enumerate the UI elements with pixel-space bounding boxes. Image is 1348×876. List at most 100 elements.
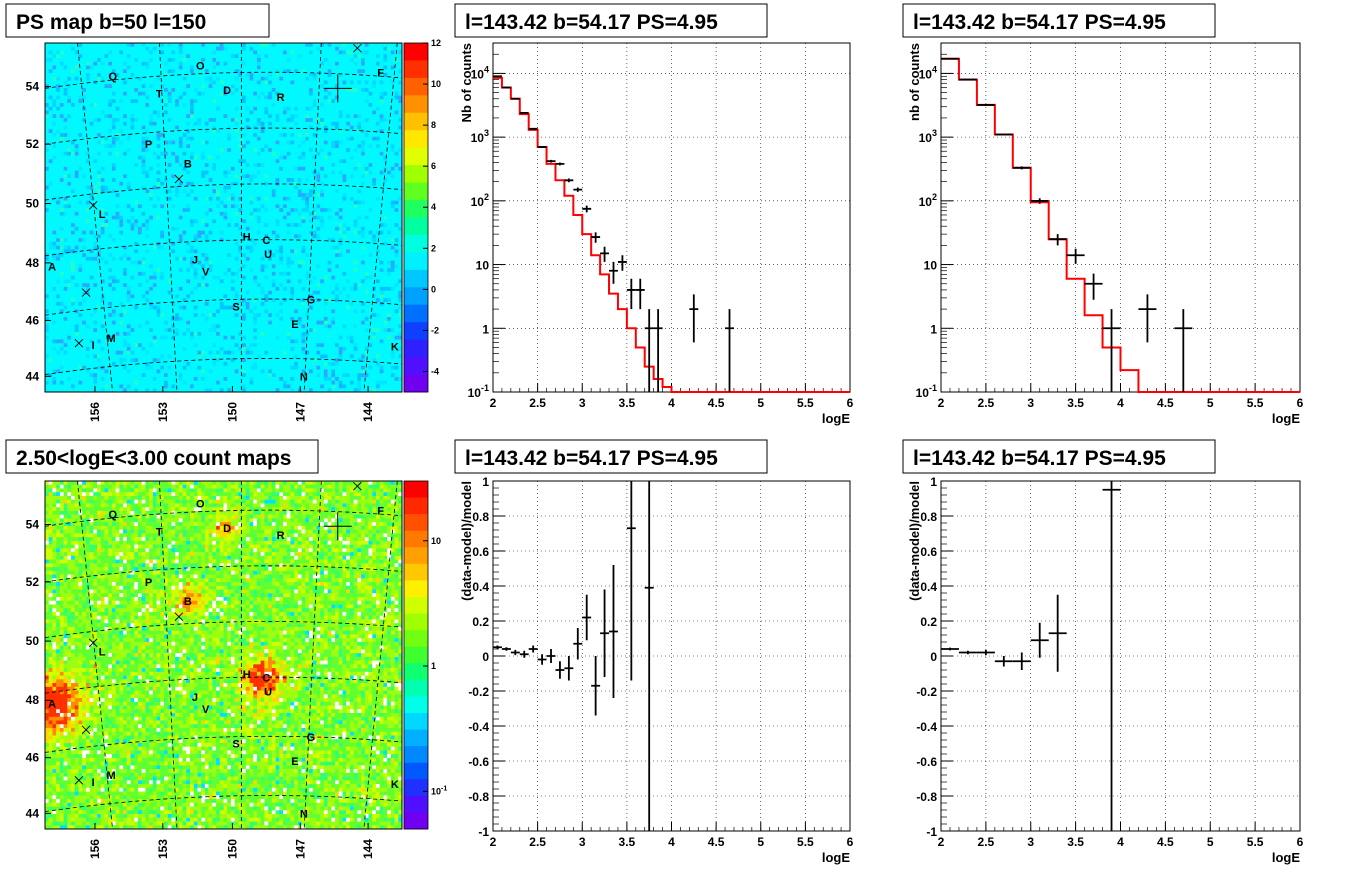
heatmap-cell	[74, 91, 79, 96]
heatmap-cell	[178, 61, 183, 66]
heatmap-cell	[227, 114, 232, 119]
heatmap-cell	[201, 230, 206, 235]
heatmap-cell	[71, 256, 76, 261]
heatmap-cell	[212, 343, 217, 348]
heatmap-cell	[171, 350, 176, 355]
heatmap-cell	[167, 181, 172, 186]
heatmap-cell	[167, 241, 172, 246]
heatmap-cell	[238, 114, 243, 119]
heatmap-cell	[167, 155, 172, 160]
heatmap-cell	[156, 129, 161, 134]
heatmap-cell	[208, 361, 213, 367]
heatmap-cell	[111, 133, 116, 138]
heatmap-cell	[204, 339, 209, 344]
heatmap-cell	[71, 286, 76, 291]
heatmap-cell	[74, 253, 79, 258]
heatmap-cell	[104, 223, 109, 228]
heatmap-cell	[164, 376, 169, 382]
heatmap-cell	[238, 264, 243, 269]
heatmap-cell	[230, 185, 235, 190]
heatmap-cell	[212, 88, 217, 93]
heatmap-cell	[219, 249, 224, 254]
heatmap-cell	[230, 343, 235, 348]
heatmap-cell	[89, 174, 94, 179]
heatmap-cell	[63, 88, 68, 93]
heatmap-cell	[182, 279, 187, 284]
heatmap-cell	[93, 110, 98, 115]
heatmap-cell	[160, 298, 165, 303]
heatmap-cell	[100, 241, 105, 246]
heatmap-cell	[178, 163, 183, 168]
heatmap-cell	[201, 69, 206, 74]
heatmap-cell	[141, 346, 146, 352]
heatmap-cell	[216, 223, 221, 228]
heatmap-cell	[111, 114, 116, 119]
heatmap-cell	[104, 245, 109, 250]
heatmap-cell	[145, 193, 150, 198]
heatmap-cell	[141, 174, 146, 179]
heatmap-cell	[134, 193, 139, 198]
heatmap-cell	[115, 95, 120, 100]
heatmap-cell	[56, 373, 61, 378]
heatmap-cell	[167, 103, 172, 108]
heatmap-cell	[219, 46, 224, 51]
heatmap-cell	[167, 335, 172, 340]
heatmap-cell	[134, 223, 139, 228]
heatmap-cell	[59, 204, 64, 209]
heatmap-cell	[149, 256, 154, 261]
heatmap-cell	[48, 241, 53, 246]
heatmap-cell	[201, 260, 206, 265]
heatmap-cell	[193, 320, 198, 325]
heatmap-cell	[149, 91, 154, 96]
heatmap-cell	[82, 121, 87, 126]
heatmap-cell	[115, 91, 120, 96]
heatmap-cell	[160, 294, 165, 299]
heatmap-cell	[85, 260, 90, 265]
heatmap-cell	[78, 384, 83, 389]
heatmap-cell	[93, 369, 98, 374]
heatmap-cell	[52, 189, 57, 194]
heatmap-cell	[145, 373, 150, 378]
heatmap-cell	[119, 309, 124, 314]
heatmap-cell	[160, 110, 165, 115]
heatmap-cell	[242, 223, 247, 228]
heatmap-cell	[85, 69, 90, 74]
heatmap-cell	[230, 95, 235, 100]
heatmap-cell	[74, 129, 79, 134]
heatmap-cell	[45, 80, 50, 85]
heatmap-cell	[63, 80, 68, 85]
heatmap-cell	[74, 170, 79, 175]
heatmap-cell	[212, 361, 217, 367]
heatmap-cell	[186, 211, 191, 216]
heatmap-cell	[152, 241, 157, 246]
heatmap-cell	[230, 189, 235, 194]
heatmap-cell	[130, 174, 135, 179]
heatmap-cell	[227, 324, 232, 329]
heatmap-cell	[82, 65, 87, 70]
heatmap-cell	[216, 309, 221, 314]
heatmap-cell	[152, 148, 157, 153]
heatmap-cell	[234, 155, 239, 160]
heatmap-cell	[89, 268, 94, 273]
heatmap-cell	[141, 140, 146, 145]
heatmap-cell	[227, 174, 232, 179]
heatmap-cell	[56, 140, 61, 145]
heatmap-cell	[119, 320, 124, 325]
heatmap-cell	[182, 155, 187, 160]
heatmap-cell	[156, 249, 161, 254]
heatmap-cell	[216, 249, 221, 254]
heatmap-cell	[242, 69, 247, 74]
heatmap-cell	[186, 369, 191, 374]
heatmap-cell	[204, 166, 209, 171]
heatmap-cell	[186, 80, 191, 85]
heatmap-cell	[74, 286, 79, 291]
heatmap-cell	[175, 346, 180, 352]
heatmap-cell	[242, 241, 247, 246]
heatmap-cell	[141, 271, 146, 276]
heatmap-cell	[197, 335, 202, 340]
heatmap-cell	[193, 343, 198, 348]
heatmap-cell	[223, 260, 228, 265]
heatmap-cell	[216, 103, 221, 108]
heatmap-cell	[134, 211, 139, 216]
heatmap-cell	[97, 268, 102, 273]
